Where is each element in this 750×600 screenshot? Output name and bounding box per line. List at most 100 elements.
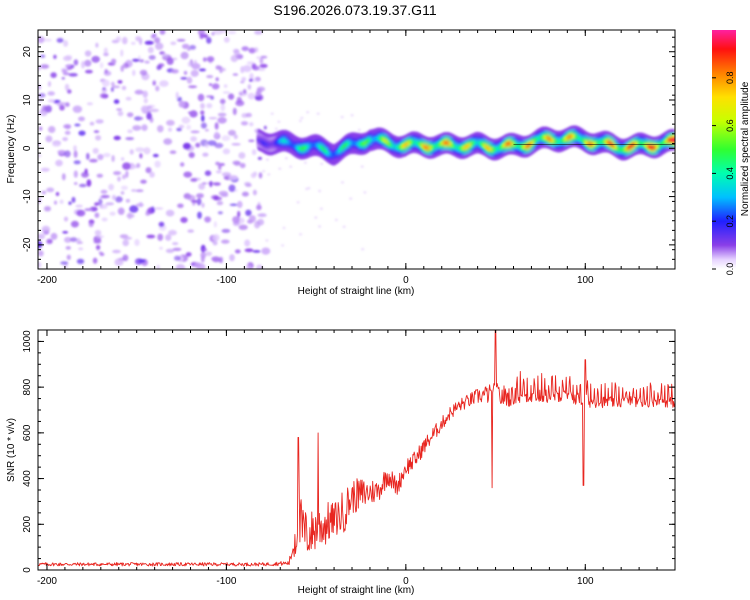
noise-blob [265,239,269,242]
noise-blob [73,182,78,185]
noise-blob [67,89,72,94]
noise-blob [282,226,286,230]
noise-blob [171,69,179,74]
snr-line [38,330,675,567]
noise-blob [200,110,205,115]
noise-blob [97,154,104,161]
noise-blob [146,234,156,239]
noise-blob [54,200,57,205]
noise-blob [39,126,43,131]
noise-blob [138,202,143,208]
noise-blob [231,143,241,146]
noise-blob [299,233,303,236]
noise-blob [50,72,57,78]
noise-blob [96,173,104,178]
noise-blob [86,152,90,160]
noise-blob [249,73,254,81]
noise-blob [186,124,192,130]
noise-blob [277,120,281,124]
noise-blob [116,108,123,111]
noise-blob [139,69,148,76]
noise-blob [265,158,269,161]
noise-blob [143,147,151,155]
noise-blob [47,91,55,96]
noise-blob [175,91,179,99]
noise-blob [117,80,123,84]
noise-blob [111,85,121,89]
noise-blob [110,87,114,92]
noise-blob [96,244,101,251]
noise-blob [157,125,164,133]
colorbar-tick-label: 0.0 [725,263,735,276]
noise-blob [303,161,307,164]
noise-blob [247,92,256,100]
noise-blob [159,246,163,250]
noise-blob [59,104,65,111]
noise-blob [145,167,152,174]
noise-blob [75,204,83,208]
noise-blob [147,46,154,54]
noise-blob [307,187,311,190]
noise-blob [165,248,175,253]
noise-blob [176,127,182,132]
noise-blob [122,239,129,247]
noise-blob [56,38,64,43]
noise-blob [121,85,127,91]
noise-blob [64,102,70,107]
noise-blob [102,79,110,87]
noise-blob [251,63,257,70]
noise-blob [143,98,148,104]
noise-blob [62,72,70,76]
noise-blob [195,142,201,148]
noise-blob [146,112,152,120]
noise-blob [134,116,142,121]
noise-blob [228,184,236,192]
noise-blob [185,252,192,257]
noise-blob [100,194,110,199]
noise-blob [113,99,120,104]
signal-blob [671,137,675,143]
noise-blob [122,62,129,69]
noise-blob [243,89,247,94]
noise-blob [229,254,235,262]
noise-blob [132,69,136,76]
y-tick-label: -10 [22,189,33,204]
noise-blob [239,92,243,96]
noise-blob [206,75,214,79]
noise-blob [84,168,88,175]
noise-blob [217,117,227,124]
noise-blob [91,55,100,63]
noise-blob [169,150,177,154]
noise-blob [187,229,194,233]
noise-blob [256,88,262,95]
noise-blob [281,244,285,247]
snr-y-axis: 0 200 400 600 800 1000 [22,329,675,573]
noise-blob [197,30,206,36]
noise-blob [61,69,68,73]
colorbar-tick-label: 0.6 [725,119,735,132]
noise-blob [166,57,174,65]
noise-blob [349,197,353,200]
noise-blob [198,68,206,72]
noise-blob [298,119,302,123]
noise-blob [260,55,268,59]
noise-blob [215,122,219,130]
x-tick-label: -200 [37,275,57,286]
noise-blob [178,100,186,108]
noise-blob [239,162,246,169]
noise-blob [201,115,205,122]
noise-blob [88,221,94,228]
noise-blob [208,117,218,120]
y-tick-label: 800 [22,378,33,395]
noise-blob [263,125,267,130]
noise-blob [257,156,262,160]
noise-blob [261,247,271,255]
noise-blob [122,36,128,45]
noise-blob [190,130,200,134]
noise-blob [38,93,46,98]
noise-blob [85,69,93,74]
noise-blob [204,216,212,223]
noise-blob [89,121,95,126]
noise-blob [61,77,65,80]
noise-blob [188,85,198,89]
